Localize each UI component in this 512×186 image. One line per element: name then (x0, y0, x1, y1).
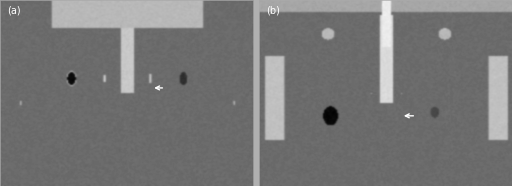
Text: (a): (a) (8, 6, 21, 16)
Text: (b): (b) (266, 6, 280, 16)
